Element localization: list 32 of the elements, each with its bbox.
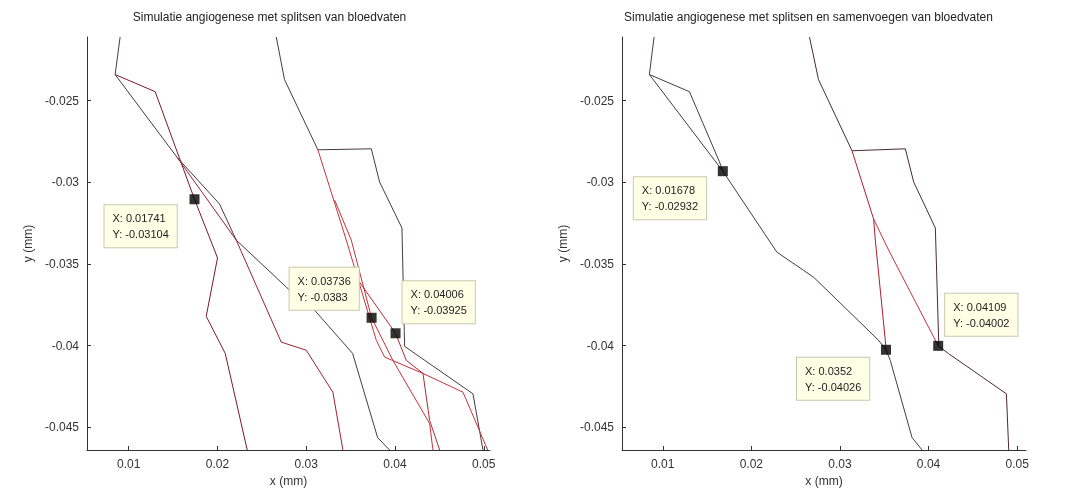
x-tick-label: 0.01 <box>117 457 141 471</box>
y-tick-label: -0.045 <box>44 420 80 435</box>
annotation: X: 0.03736 Y: -0.0383 <box>297 274 351 303</box>
annotation: X: 0.0352 Y: -0.04026 <box>805 364 862 393</box>
x-axis-title: x (mm) <box>269 473 308 488</box>
y-axis-title: y (mm) <box>556 224 571 263</box>
chart-title: Simulatie angiogenese met splitsen van bloedvaten <box>132 10 407 24</box>
y-tick-label: -0.025 <box>579 93 615 108</box>
x-tick-label: 0.04 <box>383 457 408 471</box>
x-tick-label: 0.04 <box>916 457 941 471</box>
y-tick-label: -0.035 <box>579 256 615 271</box>
y-tick-label: -0.04 <box>51 338 80 353</box>
annotation: X: 0.04006 Y: -0.03925 <box>410 288 467 317</box>
y-tick-label: -0.025 <box>44 93 80 108</box>
y-tick-label: -0.03 <box>51 175 80 190</box>
annotation: X: 0.01678 Y: -0.02932 <box>641 184 699 213</box>
annotation: X: 0.04109 Y: -0.04002 <box>953 300 1010 329</box>
x-tick-label: 0.02 <box>739 457 764 471</box>
y-tick-label: -0.035 <box>44 256 80 271</box>
x-tick-label: 0.02 <box>205 457 230 471</box>
x-tick-label: 0.01 <box>651 457 675 471</box>
y-axis-title: y (mm) <box>21 224 36 263</box>
y-tick-label: -0.03 <box>586 175 615 190</box>
y-tick-label: -0.045 <box>579 420 615 435</box>
y-tick-label: -0.04 <box>586 338 615 353</box>
annotation: X: 0.01741 Y: -0.03104 <box>112 212 169 241</box>
x-tick-label: 0.03 <box>828 457 852 471</box>
x-tick-label: 0.05 <box>1005 457 1030 471</box>
x-tick-label: 0.03 <box>294 457 319 471</box>
x-axis-title: x (mm) <box>805 473 843 488</box>
x-tick-label: 0.05 <box>472 457 496 471</box>
chart-title: Simulatie angiogenese met splitsen en samenvoegen van bloedvaten <box>624 10 993 24</box>
